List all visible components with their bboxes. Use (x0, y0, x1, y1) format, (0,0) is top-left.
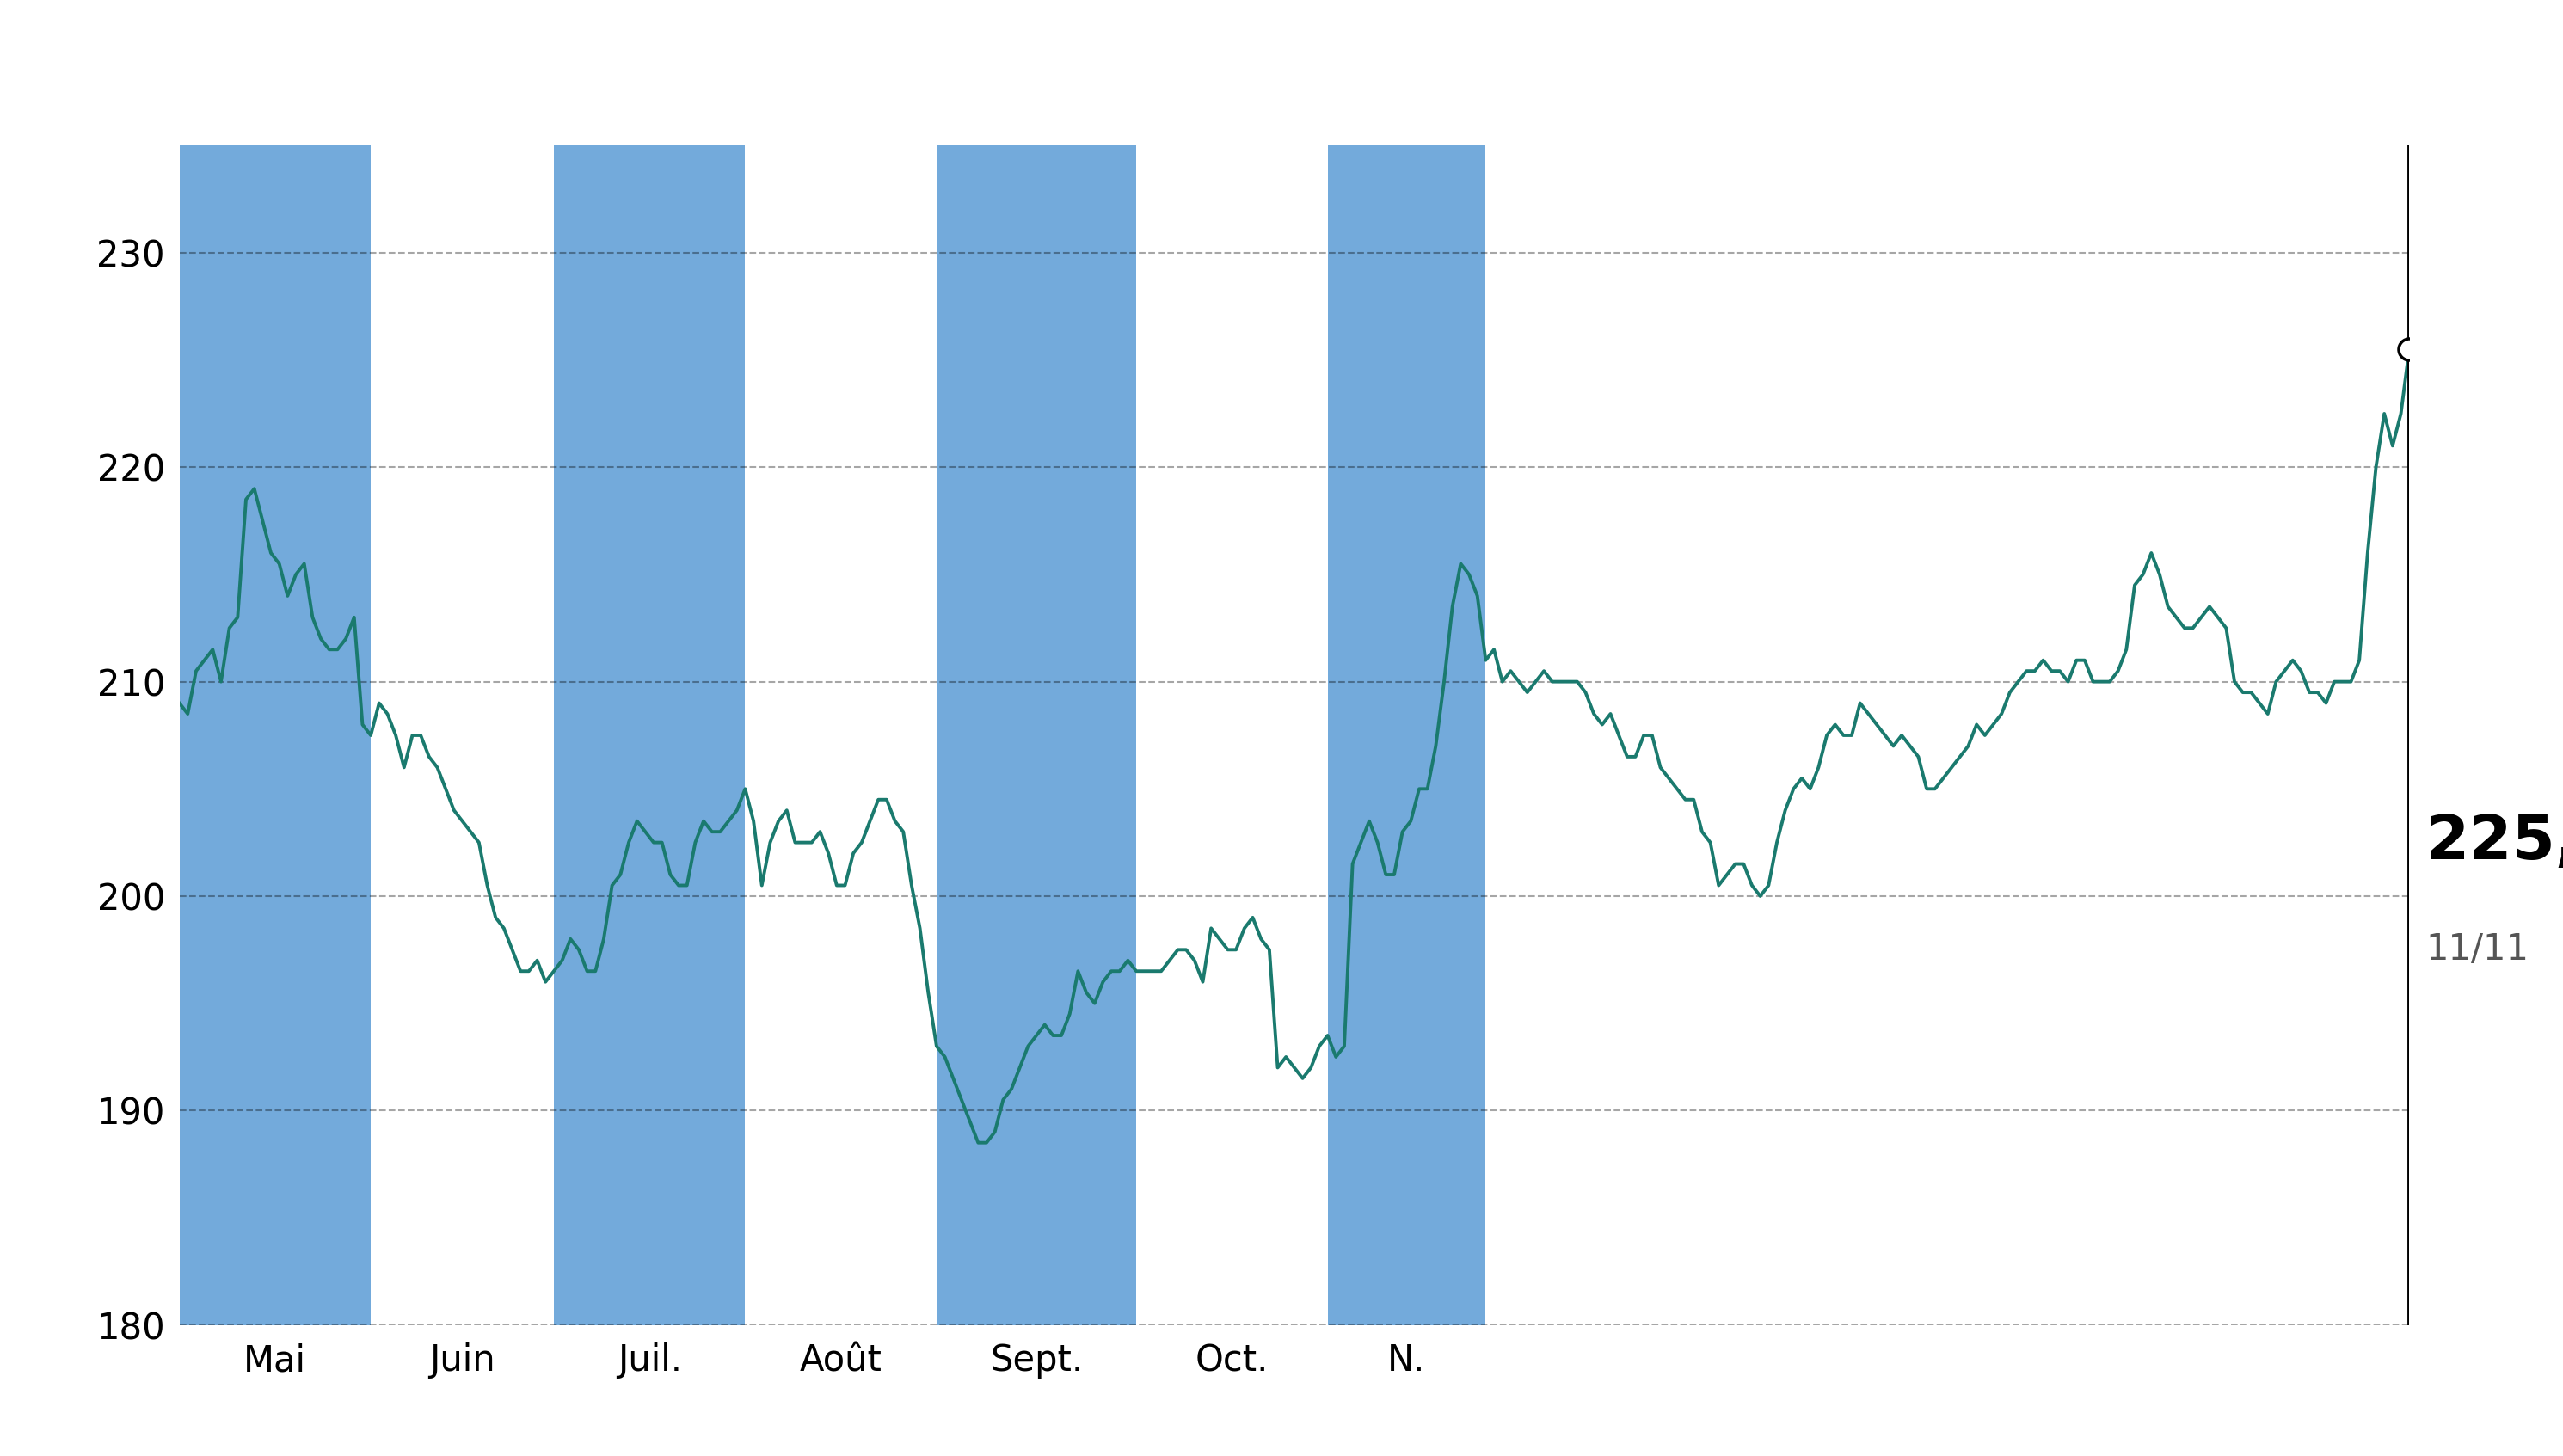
Text: 11/11: 11/11 (2425, 932, 2530, 968)
Bar (179, 146, 372, 1325)
Bar (1328, 146, 1487, 1325)
Bar (554, 146, 746, 1325)
Bar (935, 146, 1135, 1325)
Text: 225,50: 225,50 (2425, 812, 2563, 872)
Text: SAFRAN: SAFRAN (1087, 16, 1476, 100)
